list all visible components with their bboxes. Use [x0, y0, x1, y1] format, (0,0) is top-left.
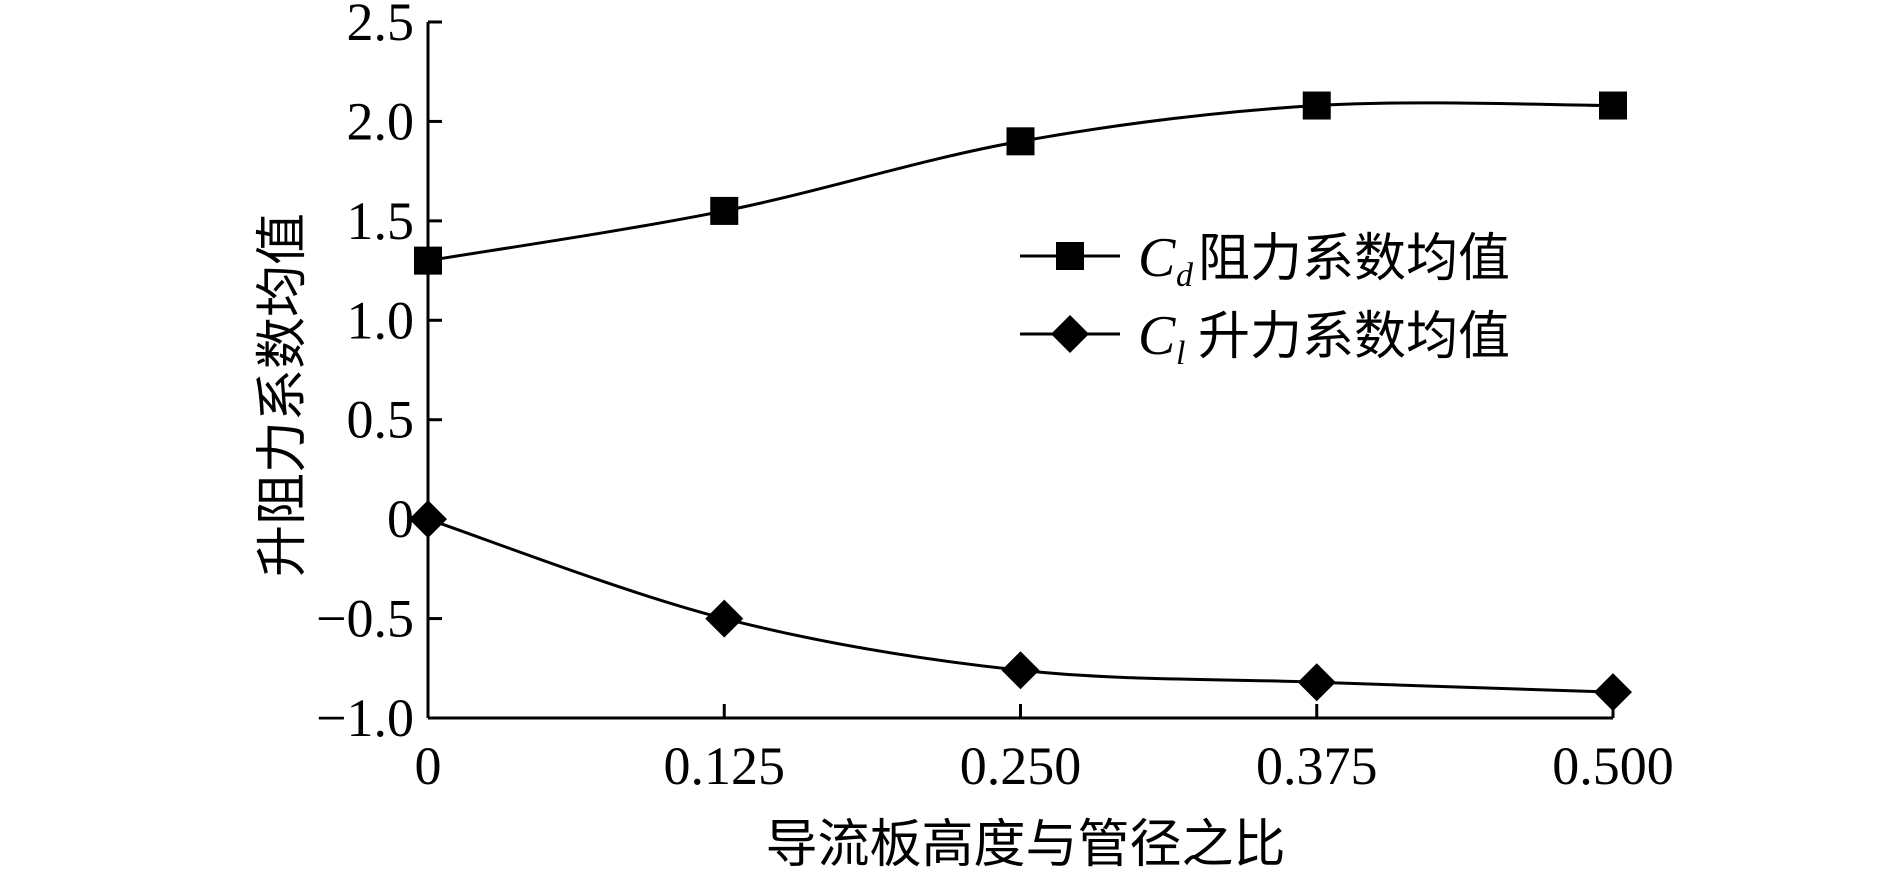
y-tick-label: 1.0	[347, 290, 415, 350]
y-tick-label: −1.0	[316, 688, 414, 748]
series-l	[409, 500, 1632, 712]
data-point-l	[1001, 651, 1040, 690]
y-tick-label: 2.0	[347, 91, 415, 151]
y-tick-label: 0.5	[347, 390, 415, 450]
series-d	[414, 91, 1627, 275]
data-point-d	[1006, 127, 1035, 156]
legend-label: 升力系数均值	[1198, 307, 1510, 367]
y-axis-title: 升阻力系数均值	[253, 213, 313, 577]
data-point-l	[1594, 673, 1632, 712]
data-point-d	[414, 246, 442, 275]
x-tick-label: 0.500	[1552, 736, 1674, 796]
legend-subscript: d	[1176, 257, 1194, 294]
legend-marker	[1051, 315, 1089, 353]
x-tick-label: 0.125	[664, 736, 786, 796]
legend-symbol: C	[1138, 227, 1176, 289]
legend-marker	[1056, 242, 1084, 270]
x-tick-label: 0.250	[960, 736, 1082, 796]
y-tick-label: 1.5	[347, 191, 415, 251]
data-point-d	[1302, 91, 1331, 120]
y-tick-label: −0.5	[316, 589, 414, 649]
data-point-d	[1599, 91, 1627, 120]
legend-subscript: l	[1176, 335, 1185, 372]
legend-label: 阻力系数均值	[1198, 229, 1510, 289]
data-point-d	[710, 196, 739, 225]
series-layer	[409, 91, 1632, 712]
x-axis-title: 导流板高度与管径之比	[765, 815, 1285, 875]
x-tick-label: 0.375	[1256, 736, 1378, 796]
axes: −1.0−0.500.51.01.52.02.50 0.125 0.250 0.375…	[316, 0, 1674, 796]
data-point-l	[409, 500, 447, 539]
y-tick-label: 2.5	[347, 0, 415, 52]
legend-symbol: C	[1138, 305, 1176, 367]
data-point-l	[705, 599, 744, 638]
data-point-l	[1297, 663, 1336, 702]
x-tick-label: 0	[415, 736, 442, 796]
